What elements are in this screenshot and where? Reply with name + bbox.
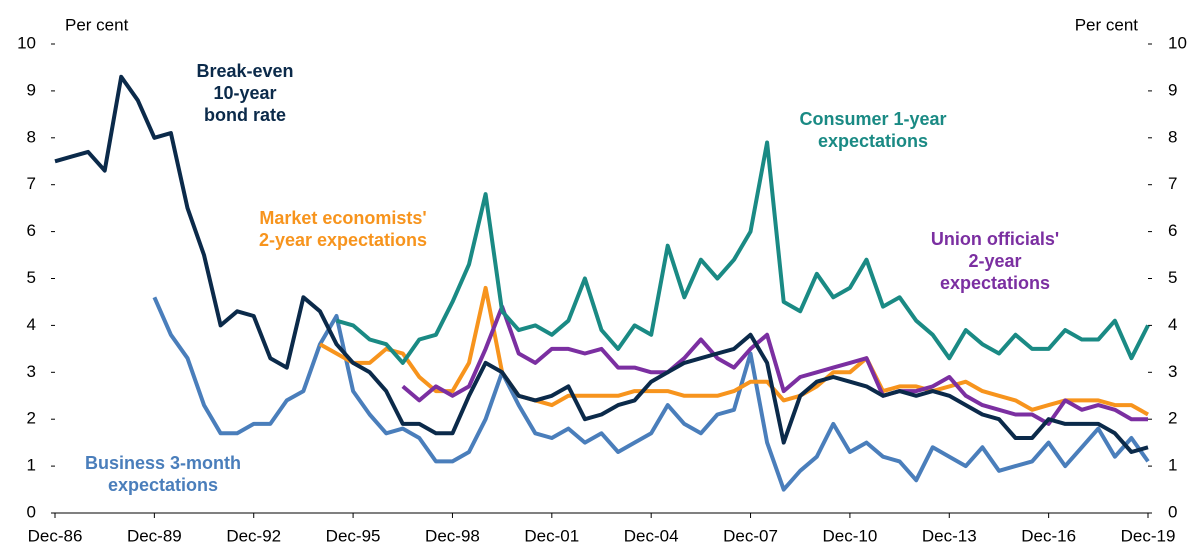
y2-tick-label: 6 xyxy=(1168,221,1177,240)
x-tick-label: Dec-92 xyxy=(226,526,281,545)
y2-tick-label: 10 xyxy=(1168,33,1187,52)
x-tick-label: Dec-04 xyxy=(624,526,679,545)
x-tick-label: Dec-13 xyxy=(922,526,977,545)
series-line xyxy=(319,285,1149,417)
x-tick-label: Dec-07 xyxy=(723,526,778,545)
y2-tick-label: 5 xyxy=(1168,268,1177,287)
y2-tick-label: 8 xyxy=(1168,127,1177,146)
x-tick-label: Dec-89 xyxy=(127,526,182,545)
y-tick-label: 9 xyxy=(27,80,36,99)
series-label: Union officials' 2-year expectations xyxy=(930,229,1060,293)
y-tick-label: 5 xyxy=(27,268,36,287)
y-axis-label: Per cent xyxy=(65,15,129,34)
y-tick-label: 1 xyxy=(27,456,36,475)
x-tick-label: Dec-95 xyxy=(326,526,381,545)
y-tick-label: 0 xyxy=(27,502,36,521)
y2-tick-label: 3 xyxy=(1168,362,1177,381)
y-tick-label: 7 xyxy=(27,174,36,193)
x-tick-label: Dec-16 xyxy=(1021,526,1076,545)
series-line xyxy=(54,74,1149,454)
series-label: Market economists' 2-year expectations xyxy=(258,208,428,250)
series-label: Business 3-month expectations xyxy=(84,453,242,495)
x-tick-label: Dec-01 xyxy=(524,526,579,545)
series-line xyxy=(401,304,1148,426)
y2-tick-label: 2 xyxy=(1168,409,1177,428)
y2-tick-label: 4 xyxy=(1168,315,1177,334)
y2-tick-label: 9 xyxy=(1168,80,1177,99)
y-tick-label: 6 xyxy=(27,221,36,240)
y-tick-label: 8 xyxy=(27,127,36,146)
series-label: Break-even 10-year bond rate xyxy=(196,61,294,125)
x-tick-label: Dec-86 xyxy=(28,526,83,545)
y2-tick-label: 0 xyxy=(1168,502,1177,521)
y-tick-label: 3 xyxy=(27,362,36,381)
y-tick-label: 2 xyxy=(27,409,36,428)
y-tick-label: 4 xyxy=(27,315,36,334)
y2-axis-label: Per cent xyxy=(1075,15,1139,34)
y2-tick-label: 7 xyxy=(1168,174,1177,193)
x-tick-label: Dec-10 xyxy=(823,526,878,545)
series-label: Consumer 1-year expectations xyxy=(799,109,947,151)
y2-tick-label: 1 xyxy=(1168,456,1177,475)
x-tick-label: Dec-98 xyxy=(425,526,480,545)
series-line xyxy=(335,140,1150,365)
y-tick-label: 10 xyxy=(17,33,36,52)
x-tick-label: Dec-19 xyxy=(1121,526,1176,545)
